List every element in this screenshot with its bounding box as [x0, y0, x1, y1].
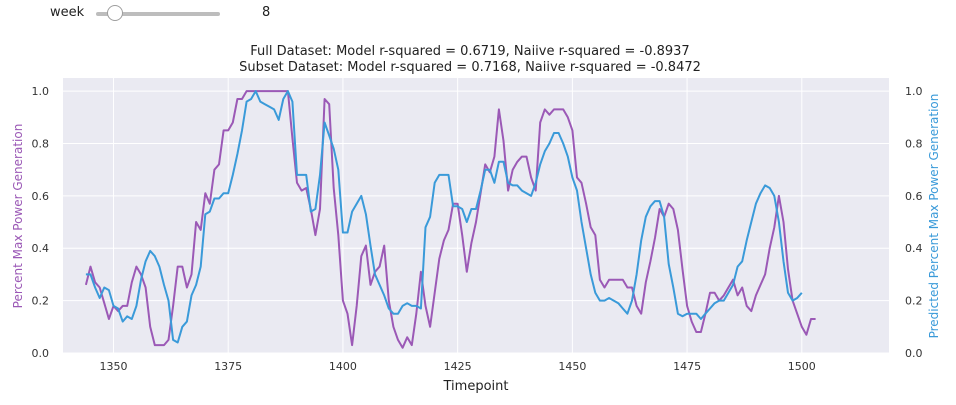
y-tick-label-right: 0.8	[905, 137, 923, 150]
x-tick-label: 1500	[788, 360, 816, 373]
week-slider-track[interactable]	[96, 12, 220, 16]
x-tick-label: 1350	[99, 360, 127, 373]
actual-power-line	[84, 90, 816, 349]
week-slider-value: 8	[262, 5, 271, 20]
y-tick-label-left: 0.6	[32, 190, 50, 203]
x-tick-label: 1425	[444, 360, 472, 373]
y-tick-label-left: 0.0	[32, 347, 50, 360]
y-axis-label-right: Predicted Percent Max Power Generation	[927, 94, 941, 339]
y-axis-label-left: Percent Max Power Generation	[11, 124, 25, 309]
y-tick-label-left: 0.8	[32, 137, 50, 150]
y-tick-label-left: 1.0	[32, 85, 50, 98]
x-tick-label: 1375	[214, 360, 242, 373]
chart-title-line-1: Full Dataset: Model r-squared = 0.6719, …	[250, 44, 689, 59]
y-tick-label-right: 1.0	[905, 85, 923, 98]
plot-background	[63, 78, 889, 353]
x-tick-label: 1475	[673, 360, 701, 373]
series-group	[84, 90, 816, 349]
x-axis-label: Timepoint	[443, 379, 509, 394]
y-tick-label-left: 0.2	[32, 295, 50, 308]
y-tick-label-right: 0.6	[905, 190, 923, 203]
x-tick-label: 1450	[558, 360, 586, 373]
y-tick-label-left: 0.4	[32, 242, 50, 255]
y-tick-label-right: 0.0	[905, 347, 923, 360]
x-tick-label: 1400	[329, 360, 357, 373]
chart-title-line-2: Subset Dataset: Model r-squared = 0.7168…	[239, 60, 701, 75]
predicted-power-line	[85, 90, 803, 344]
week-slider-widget: week 8	[0, 0, 300, 30]
week-slider-label: week	[50, 5, 85, 20]
week-slider-handle[interactable]	[106, 5, 123, 21]
ticks-group: 1350 1375 1400 1425 1450 1475 1500 0.0 0.0 0.2 0.2…	[32, 85, 923, 373]
y-tick-label-right: 0.2	[905, 295, 923, 308]
y-tick-label-right: 0.4	[905, 242, 923, 255]
